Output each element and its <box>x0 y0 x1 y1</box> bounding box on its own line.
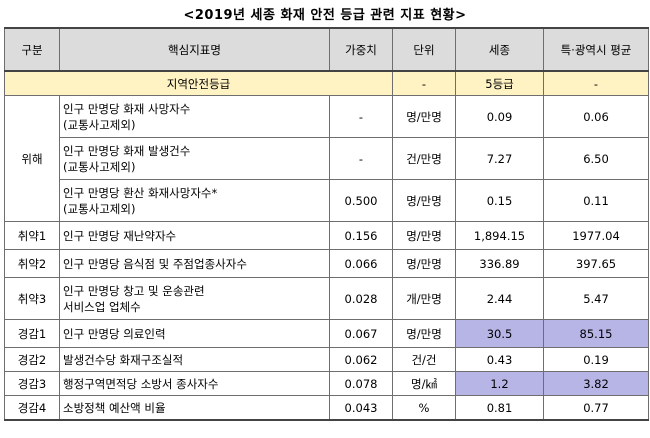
row-weight: 0.500 <box>329 179 393 222</box>
row-weight: 0.043 <box>329 395 393 421</box>
header-weight: 가중치 <box>329 27 393 72</box>
indicator-line: 인구 만명당 화재 사망자수 <box>63 101 191 116</box>
row-indicator: 행정구역면적당 소방서 종사자수 <box>59 371 330 396</box>
row-unit: 명/만명 <box>392 179 456 222</box>
indicator-line: (교통사고제외) <box>63 117 136 132</box>
row-indicator: 인구 만명당 창고 및 운송관련 서비스업 업체수 <box>59 277 330 320</box>
table-header-row: 구분 핵심지표명 가중치 단위 세종 특·광역시 평균 <box>4 27 649 72</box>
row-sejong: 1,894.15 <box>455 221 544 250</box>
table-row: 위해 인구 만명당 화재 사망자수 (교통사고제외) - 명/만명 0.09 0.… <box>4 95 649 222</box>
row-average: 0.77 <box>543 395 649 421</box>
row-average: 0.11 <box>543 179 649 222</box>
row-unit: 건/만명 <box>392 137 456 180</box>
table-row: 경감2 발생건수당 화재구조실적 0.062 건/건 0.43 0.19 <box>4 347 649 372</box>
table-row: 인구 만명당 화재 발생건수 (교통사고제외) - 건/만명 7.27 6.50 <box>5 137 649 180</box>
header-unit: 단위 <box>392 27 456 72</box>
row-average: 0.19 <box>543 347 649 372</box>
row-weight: - <box>329 95 393 138</box>
row-indicator: 발생건수당 화재구조실적 <box>59 347 330 372</box>
indicator-line: (교통사고제외) <box>63 201 136 216</box>
indicator-line: 서비스업 업체수 <box>63 299 141 314</box>
page-title: <2019년 세종 화재 안전 등급 관련 지표 현황> <box>183 8 467 23</box>
row-category: 경감4 <box>4 395 60 421</box>
table-row: 경감3 행정구역면적당 소방서 종사자수 0.078 명/㎢ 1.2 3.82 <box>4 371 649 396</box>
header-indicator: 핵심지표명 <box>59 27 330 72</box>
header-sejong: 세종 <box>455 27 544 72</box>
table-row: 인구 만명당 환산 화재사망자수* (교통사고제외) 0.500 명/만명 0.1… <box>5 179 649 222</box>
header-average: 특·광역시 평균 <box>543 27 649 72</box>
summary-average: - <box>543 70 649 96</box>
row-weight: 0.028 <box>329 277 393 320</box>
table-row: 취약1 인구 만명당 재난약자수 0.156 명/만명 1,894.15 197… <box>4 221 649 250</box>
table-row: 경감1 인구 만명당 의료인력 0.067 명/만명 30.5 85.15 <box>4 319 649 348</box>
row-average: 397.65 <box>543 249 649 278</box>
header-category: 구분 <box>4 27 60 72</box>
indicator-line: (교통사고제외) <box>63 159 136 174</box>
row-sejong-highlighted: 1.2 <box>455 371 544 396</box>
indicator-line: 인구 만명당 창고 및 운송관련 <box>63 283 205 298</box>
row-weight: 0.066 <box>329 249 393 278</box>
row-unit: 건/건 <box>392 347 456 372</box>
row-weight: 0.156 <box>329 221 393 250</box>
row-sejong: 7.27 <box>455 137 544 180</box>
row-unit: 개/만명 <box>392 277 456 320</box>
row-sejong: 0.09 <box>455 95 544 138</box>
row-sejong: 336.89 <box>455 249 544 278</box>
row-average-highlighted: 85.15 <box>543 319 649 348</box>
row-sejong-highlighted: 30.5 <box>455 319 544 348</box>
row-unit: 명/만명 <box>392 319 456 348</box>
row-average-highlighted: 3.82 <box>543 371 649 396</box>
summary-unit: - <box>392 70 456 96</box>
row-category: 경감1 <box>4 319 60 348</box>
row-indicator: 인구 만명당 화재 발생건수 (교통사고제외) <box>59 137 330 180</box>
indicator-table: 구분 핵심지표명 가중치 단위 세종 특·광역시 평균 지역안전등급 - 5등급… <box>4 27 649 421</box>
row-average: 6.50 <box>543 137 649 180</box>
row-indicator: 인구 만명당 재난약자수 <box>59 221 330 250</box>
row-category: 경감3 <box>4 371 60 396</box>
row-weight: - <box>329 137 393 180</box>
row-sejong: 0.15 <box>455 179 544 222</box>
row-average: 5.47 <box>543 277 649 320</box>
row-category: 위해 <box>4 95 60 222</box>
row-indicator: 인구 만명당 의료인력 <box>59 319 330 348</box>
table-row: 경감4 소방정책 예산액 비율 0.043 % 0.81 0.77 <box>4 395 649 421</box>
row-unit: 명/만명 <box>392 95 456 138</box>
table-row: 취약2 인구 만명당 음식점 및 주점업종사자수 0.066 명/만명 336.… <box>4 249 649 278</box>
row-indicator: 소방정책 예산액 비율 <box>59 395 330 421</box>
table-row: 취약3 인구 만명당 창고 및 운송관련 서비스업 업체수 0.028 개/만명 … <box>4 277 649 320</box>
row-sejong: 2.44 <box>455 277 544 320</box>
row-weight: 0.078 <box>329 371 393 396</box>
row-unit: 명/만명 <box>392 221 456 250</box>
row-category: 취약3 <box>4 277 60 320</box>
row-category: 경감2 <box>4 347 60 372</box>
indicator-line: 인구 만명당 환산 화재사망자수* <box>63 185 218 200</box>
summary-row: 지역안전등급 - 5등급 - <box>4 70 649 96</box>
row-indicator: 인구 만명당 화재 사망자수 (교통사고제외) <box>59 95 330 138</box>
row-category: 취약1 <box>4 221 60 250</box>
row-category: 취약2 <box>4 249 60 278</box>
summary-sejong: 5등급 <box>455 70 544 96</box>
indicator-line: 인구 만명당 화재 발생건수 <box>63 143 191 158</box>
row-weight: 0.062 <box>329 347 393 372</box>
row-average: 1977.04 <box>543 221 649 250</box>
row-unit: 명/㎢ <box>392 371 456 396</box>
row-sejong: 0.81 <box>455 395 544 421</box>
row-weight: 0.067 <box>329 319 393 348</box>
row-unit: % <box>392 395 456 421</box>
row-indicator: 인구 만명당 환산 화재사망자수* (교통사고제외) <box>59 179 330 222</box>
summary-label: 지역안전등급 <box>4 70 393 96</box>
row-sejong: 0.43 <box>455 347 544 372</box>
row-average: 0.06 <box>543 95 649 138</box>
row-indicator: 인구 만명당 음식점 및 주점업종사자수 <box>59 249 330 278</box>
row-unit: 명/만명 <box>392 249 456 278</box>
